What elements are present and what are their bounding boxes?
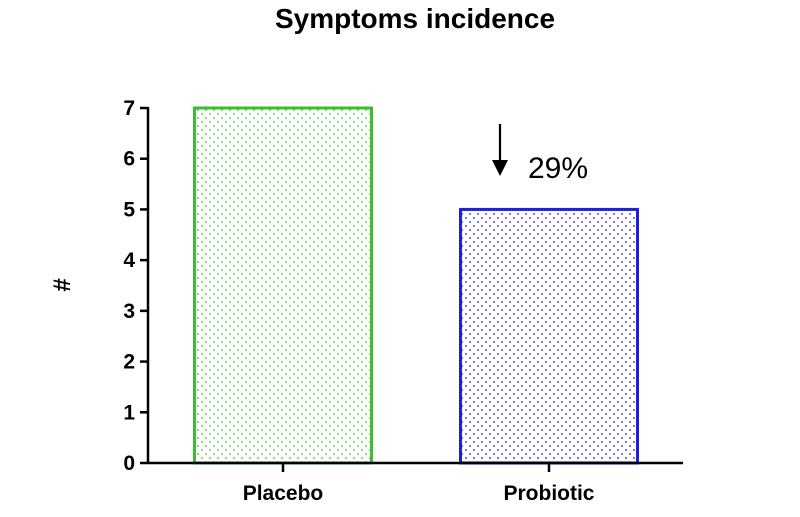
down-arrow-head-icon — [492, 160, 508, 176]
y-tick-label: 3 — [123, 300, 135, 323]
bar-probiotic — [459, 207, 639, 465]
x-tick-label-placebo: Placebo — [243, 482, 324, 505]
reduction-percent-label: 29% — [528, 152, 588, 185]
y-axis-ticks: 0 1 2 3 4 5 6 7 — [123, 97, 148, 475]
x-axis-ticks: Placebo Probiotic — [243, 463, 595, 505]
bar-placebo — [193, 106, 373, 465]
y-tick-label: 6 — [123, 148, 135, 171]
y-tick-label: 1 — [123, 401, 135, 424]
chart-title: Symptoms incidence — [275, 3, 555, 34]
x-tick-label-probiotic: Probiotic — [503, 482, 594, 505]
y-tick-label: 7 — [123, 97, 135, 120]
reduction-annotation: 29% — [492, 124, 588, 185]
y-tick-label: 4 — [123, 249, 135, 272]
y-tick-label: 0 — [123, 452, 135, 475]
y-tick-label: 2 — [123, 351, 135, 374]
y-axis-label: # — [49, 278, 76, 291]
bars — [193, 106, 639, 465]
y-tick-label: 5 — [123, 198, 135, 221]
